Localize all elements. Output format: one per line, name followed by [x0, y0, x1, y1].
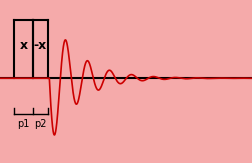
- Text: p1: p1: [17, 119, 29, 129]
- Text: -x: -x: [34, 39, 47, 52]
- Text: p2: p2: [34, 119, 47, 129]
- Text: x: x: [19, 39, 27, 52]
